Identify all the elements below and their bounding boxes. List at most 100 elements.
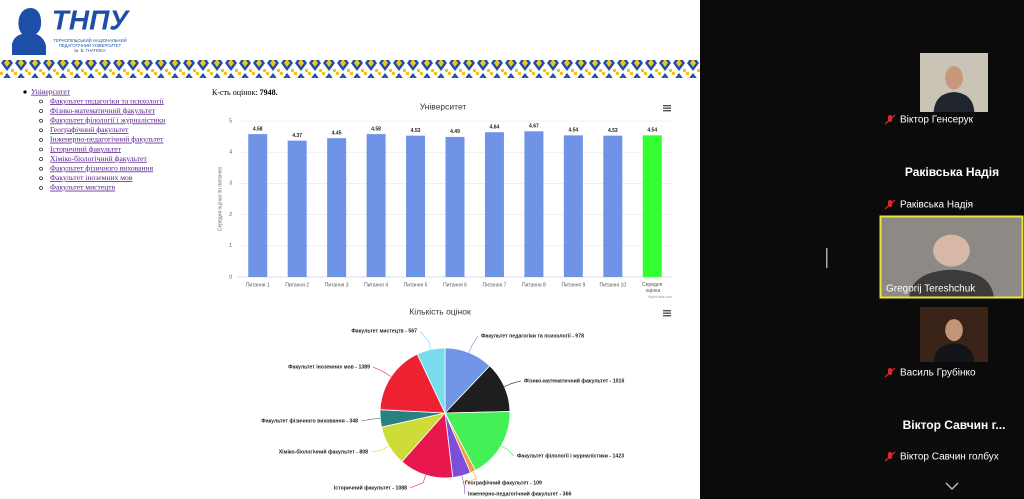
muted-mic-icon bbox=[884, 451, 896, 462]
mic-slash bbox=[884, 451, 896, 462]
bar[interactable] bbox=[287, 140, 307, 277]
value-label: 4.67 bbox=[529, 124, 539, 130]
x-tick-label: Питання 8 bbox=[522, 282, 546, 288]
nav-link[interactable]: Факультет фізичного виховання bbox=[50, 163, 154, 172]
nav-link[interactable]: Факультет іноземних мов bbox=[50, 173, 133, 182]
count: К-сть оцінок: 7948. bbox=[212, 88, 278, 97]
bar[interactable] bbox=[445, 136, 465, 277]
chart-title: Кількість оцінок bbox=[409, 306, 471, 316]
x-tick-label: Питання 7 bbox=[483, 282, 507, 288]
bullet bbox=[39, 128, 43, 133]
bullet bbox=[39, 157, 43, 161]
label-connector bbox=[500, 445, 515, 457]
pie-slice[interactable] bbox=[401, 412, 454, 479]
x-tick-label: Питання 10 bbox=[600, 282, 627, 288]
label-connector bbox=[468, 335, 479, 353]
y-tick-label: 5 bbox=[229, 118, 232, 124]
mic-slash bbox=[884, 114, 896, 125]
data-label: Географічний факультет - 109 bbox=[465, 479, 542, 486]
y-tick-label: 4 bbox=[229, 150, 232, 156]
nav-link[interactable]: Факультет педагогіки та психології bbox=[50, 96, 165, 105]
splitter[interactable] bbox=[826, 248, 828, 268]
data-label: Факультет фізичного виховання - 348 bbox=[261, 417, 358, 424]
bar[interactable] bbox=[524, 131, 544, 277]
nav-link[interactable]: Факультет філології і журналістики bbox=[50, 115, 165, 124]
label-connector bbox=[504, 380, 522, 387]
data-label: Факультет мистецтв - 567 bbox=[351, 328, 417, 334]
bullet bbox=[39, 118, 43, 123]
bar[interactable] bbox=[642, 135, 662, 277]
value-label: 4.58 bbox=[371, 126, 381, 132]
y-tick-label: 3 bbox=[229, 181, 232, 187]
bar[interactable] bbox=[603, 135, 623, 277]
person-head bbox=[933, 234, 970, 267]
logo-subtitle: ПЕДАГОГІЧНИЙ УНІВЕРСИТЕТ bbox=[59, 43, 122, 48]
data-label: Фізико-математичний факультет - 1016 bbox=[524, 377, 624, 384]
bar[interactable] bbox=[366, 134, 386, 277]
participant-name: Віктор Савчин голбух bbox=[900, 451, 999, 463]
bar[interactable] bbox=[327, 138, 347, 277]
bar[interactable] bbox=[406, 135, 426, 277]
menu-icon[interactable] bbox=[663, 105, 671, 317]
logo-subtitle: ТЕРНОПІЛЬСЬКИЙ НАЦІОНАЛЬНИЙ bbox=[53, 38, 126, 43]
pie-slice[interactable] bbox=[379, 353, 446, 414]
y-axis-label: Середня оцінка по питанню bbox=[217, 167, 223, 232]
charts: Університет Середня оцінка по питанню 0 1 2 3… bbox=[217, 101, 672, 497]
bullet bbox=[39, 109, 43, 113]
label-connector bbox=[409, 474, 426, 489]
nav-link[interactable]: Університет bbox=[31, 87, 71, 96]
scroll-down[interactable] bbox=[945, 482, 959, 491]
value-label: 4.53 bbox=[608, 128, 618, 134]
nav-link[interactable]: Історичний факультет bbox=[50, 144, 122, 153]
bullet bbox=[23, 90, 27, 94]
bullet bbox=[39, 176, 43, 181]
value-label: 4.53 bbox=[411, 128, 421, 134]
x-tick-label: Питання 1 bbox=[246, 282, 270, 288]
nav-link[interactable]: Факультет мистецтв bbox=[50, 183, 116, 192]
muted-mic-icon bbox=[884, 199, 896, 210]
data-label: Інженерно-педагогічний факультет - 366 bbox=[468, 490, 571, 497]
participant-name: Gregorij Tereshchuk bbox=[886, 284, 976, 295]
pie-slice[interactable] bbox=[416, 347, 446, 414]
y-tick-label: 0 bbox=[229, 274, 232, 280]
bar[interactable] bbox=[484, 132, 504, 277]
value-label: 4.64 bbox=[490, 125, 500, 131]
pie-slice[interactable] bbox=[444, 411, 511, 471]
chart-title: Університет bbox=[420, 101, 467, 111]
bullet bbox=[39, 186, 43, 190]
data-label: Факультет іноземних мов - 1389 bbox=[288, 364, 370, 370]
shared-screen bbox=[0, 0, 700, 499]
muted-mic-icon bbox=[884, 114, 896, 125]
value-label: 4.37 bbox=[292, 133, 302, 139]
label-connector bbox=[461, 475, 466, 495]
x-tick-label: Питання 3 bbox=[325, 282, 349, 288]
participant-title: Раківська Надія bbox=[905, 165, 999, 179]
participant-title: Віктор Савчин г... bbox=[903, 418, 1006, 432]
active-speaker-frame bbox=[879, 215, 1024, 299]
muted-mic-icon bbox=[884, 367, 896, 378]
nav-link[interactable]: Фізико-математичний факультет bbox=[50, 106, 156, 115]
nav-link[interactable]: Хіміко-біологічний факультет bbox=[50, 154, 148, 163]
person bbox=[909, 269, 994, 297]
nav-link[interactable]: Географічний факультет bbox=[50, 125, 129, 134]
person bbox=[933, 91, 975, 112]
participant-name: Василь Грубінко bbox=[900, 367, 976, 379]
label-connector bbox=[372, 366, 392, 378]
data-label: Факультет філології і журналістики - 142… bbox=[517, 452, 624, 459]
participant-name: Раківська Надія bbox=[900, 200, 973, 211]
bullet bbox=[39, 147, 43, 152]
data-label: Факультет педагогіки та психології - 978 bbox=[481, 333, 584, 339]
nav-link[interactable]: Інженерно-педагогічний факультет bbox=[50, 135, 164, 144]
logo: ТНПУ ТЕРНОПІЛЬСЬКИЙ НАЦІОНАЛЬНИЙ ПЕДАГОГ… bbox=[12, 4, 130, 55]
bar[interactable] bbox=[563, 135, 583, 277]
bar[interactable] bbox=[248, 134, 268, 277]
x-tick-label: Питання 6 bbox=[443, 282, 467, 288]
label-connector bbox=[419, 330, 432, 350]
data-label: Історичний факультет - 1088 bbox=[334, 484, 407, 491]
value-label: 4.54 bbox=[568, 128, 578, 134]
logo-text: ТНПУ bbox=[52, 4, 130, 35]
logo-subtitle: ім. В. ГНАТЮКА bbox=[74, 48, 105, 53]
value-label: 4.49 bbox=[450, 129, 460, 135]
mic-slash bbox=[884, 367, 896, 378]
